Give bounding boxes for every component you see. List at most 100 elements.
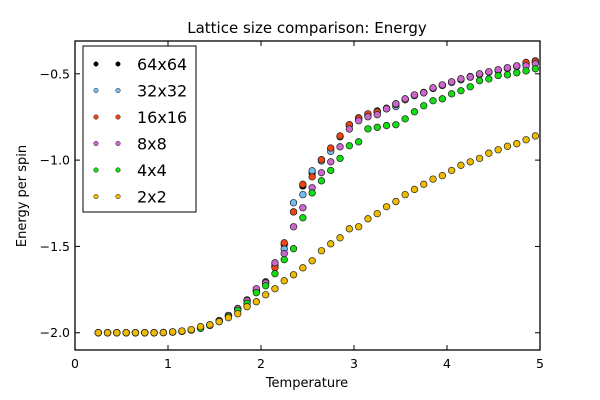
data-point [234, 310, 242, 318]
x-tick-label: 0 [71, 356, 79, 371]
data-point [466, 83, 474, 91]
data-point [513, 62, 521, 70]
legend-label: 8x8 [137, 135, 167, 154]
data-point [113, 329, 121, 337]
data-point [485, 75, 493, 83]
data-point [262, 291, 270, 299]
data-point [150, 329, 158, 337]
data-point [513, 69, 521, 77]
x-tick-label: 2 [257, 356, 265, 371]
legend: 64x64 32x32 16x16 8x8 4x4 2x2 [82, 45, 197, 213]
data-point [382, 203, 391, 211]
legend-marker [93, 167, 99, 173]
data-point [373, 111, 381, 119]
legend-marker [93, 61, 99, 67]
x-tick-label: 1 [164, 356, 172, 371]
data-point [196, 323, 205, 331]
data-point [503, 71, 512, 79]
legend-marker [115, 114, 121, 120]
data-point [327, 240, 335, 248]
data-point [308, 189, 316, 197]
data-point [187, 325, 195, 334]
data-point [448, 78, 456, 86]
legend-item: 16x16 [93, 108, 187, 127]
data-point [485, 68, 493, 76]
data-point [280, 256, 288, 264]
data-point [317, 169, 326, 177]
data-point [355, 138, 363, 146]
x-tick-label: 5 [536, 356, 544, 371]
data-point [308, 167, 316, 175]
data-point [522, 136, 530, 144]
data-point [466, 158, 474, 166]
data-point [475, 70, 484, 78]
legend-marker [115, 87, 121, 94]
data-point [262, 282, 270, 290]
legend-label: 32x32 [137, 82, 187, 101]
data-point [131, 329, 140, 337]
legend-marker [93, 193, 99, 200]
series-2x2 [94, 132, 539, 337]
data-point [438, 81, 447, 89]
data-point [336, 234, 344, 242]
data-point [94, 329, 102, 337]
legend-item: 8x8 [93, 135, 167, 154]
data-point [531, 65, 539, 73]
legend-marker [115, 140, 121, 147]
legend-marker [93, 140, 99, 147]
data-point [475, 77, 484, 85]
data-point [466, 73, 474, 81]
data-point [448, 166, 456, 175]
data-point [401, 95, 409, 103]
data-point [122, 329, 130, 337]
data-point [355, 223, 363, 231]
data-point [382, 121, 391, 130]
legend-item: 64x64 [93, 55, 187, 74]
data-point [252, 289, 261, 297]
data-point [299, 180, 307, 188]
data-point [336, 132, 344, 140]
data-point [178, 327, 186, 335]
data-point [429, 97, 437, 105]
data-point [503, 142, 512, 150]
data-point [382, 105, 391, 113]
y-tick-label: −1.5 [40, 239, 70, 254]
data-point [141, 329, 149, 337]
legend-marker [115, 61, 121, 67]
legend-label: 4x4 [137, 161, 167, 180]
data-point [271, 270, 279, 278]
x-tick-label: 3 [350, 356, 358, 371]
data-point [475, 154, 484, 163]
x-tick-label: 4 [443, 356, 451, 371]
data-point [159, 328, 168, 337]
data-point [252, 298, 261, 306]
legend-item: 4x4 [93, 161, 167, 180]
data-point [429, 175, 437, 183]
data-point [364, 125, 372, 133]
y-axis-label: Energy per spin [15, 145, 30, 247]
data-point [308, 257, 316, 265]
data-point [410, 108, 419, 116]
data-point [420, 89, 428, 97]
legend-marker [93, 114, 99, 120]
y-tick-label: −2.0 [40, 325, 70, 340]
data-point [438, 95, 447, 103]
legend-box [82, 45, 197, 213]
data-point [271, 285, 279, 293]
data-point [457, 161, 465, 169]
data-point [392, 100, 400, 108]
data-point [355, 117, 363, 125]
x-axis-label: Temperature [265, 376, 348, 391]
legend-marker [93, 87, 99, 94]
data-point [224, 314, 233, 322]
data-point [420, 180, 428, 188]
data-point [317, 177, 326, 185]
legend-marker [115, 193, 121, 200]
legend-item: 32x32 [93, 82, 187, 101]
data-point [243, 303, 251, 311]
data-point [327, 144, 335, 152]
data-point [485, 149, 493, 157]
data-point [494, 146, 502, 154]
chart-title: Lattice size comparison: Energy [187, 19, 427, 37]
